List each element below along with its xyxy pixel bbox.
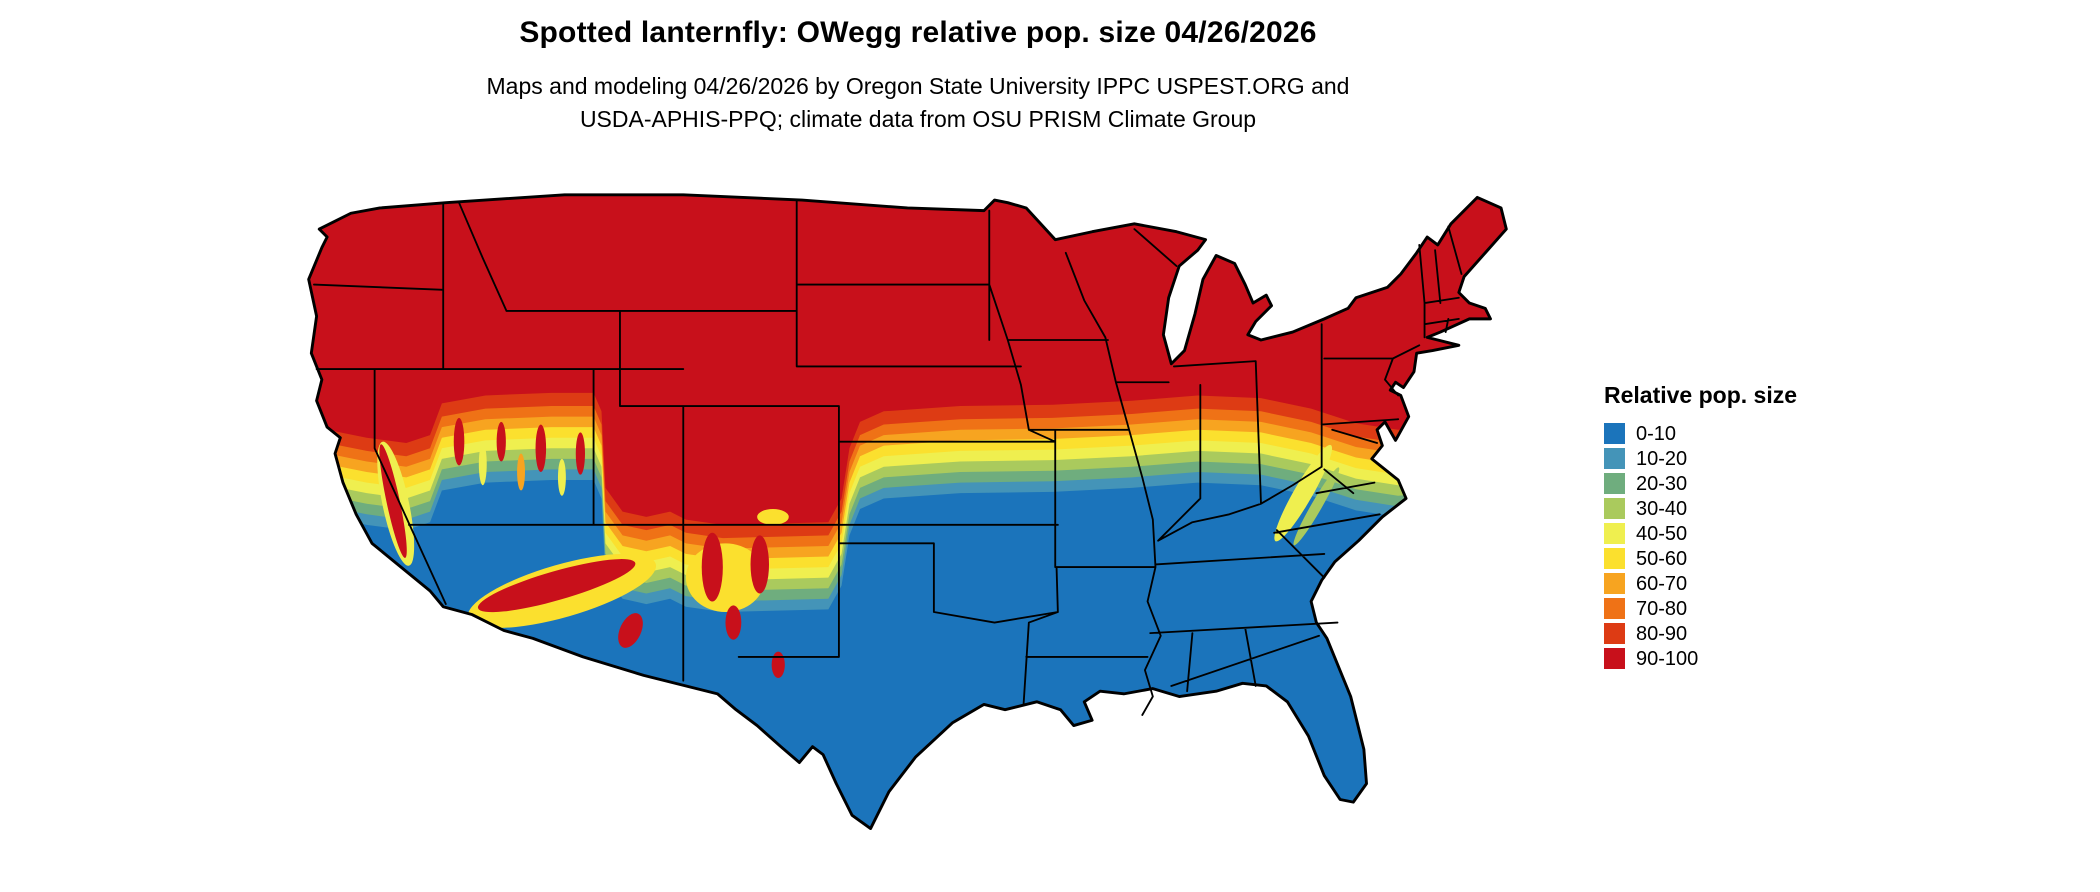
legend-item-50-60: 50-60	[1604, 546, 1797, 571]
legend-item-label: 50-60	[1636, 547, 1688, 570]
terrain-patch-newmexico-3	[725, 605, 742, 640]
legend-item-60-70: 60-70	[1604, 571, 1797, 596]
map-title: Spotted lanternfly: OWegg relative pop. …	[519, 16, 1317, 49]
terrain-patch-colorado	[757, 509, 789, 525]
terrain-patch-nevada-2	[478, 442, 487, 486]
terrain-patch-arizona-rim	[477, 559, 636, 613]
terrain-patch-westtexas	[771, 651, 785, 679]
legend-swatch	[1604, 523, 1625, 544]
map-subtitle-line1: Maps and modeling 04/26/2026 by Oregon S…	[486, 73, 1350, 99]
legend-swatch	[1604, 548, 1625, 569]
legend-swatch	[1604, 573, 1625, 594]
legend-swatch	[1604, 648, 1625, 669]
legend-item-label: 90-100	[1636, 647, 1699, 670]
terrain-patch-nevada-7	[575, 432, 586, 475]
terrain-patch-nevada-3	[496, 421, 506, 462]
us-outline	[307, 193, 1508, 830]
legend-swatch	[1604, 448, 1625, 469]
terrain-patch-nevada-4	[517, 453, 525, 491]
terrain-patch-newmexico-2	[750, 535, 770, 594]
us-map-container	[248, 171, 1567, 884]
legend-item-label: 0-10	[1636, 422, 1677, 445]
terrain-patch-arizona-se	[618, 613, 643, 648]
legend-item-70-80: 70-80	[1604, 596, 1797, 621]
terrain-patch-nevada-5	[535, 424, 547, 473]
legend-item-label: 30-40	[1636, 497, 1688, 520]
terrain-patch-nevada-6	[557, 458, 566, 496]
terrain-patch-newmexico-1	[701, 532, 723, 602]
us-map	[307, 193, 1508, 830]
legend-item-90-100: 90-100	[1604, 646, 1797, 671]
terrain-patch-nevada-1	[453, 417, 465, 466]
legend-item-label: 20-30	[1636, 472, 1688, 495]
legend-item-label: 70-80	[1636, 597, 1688, 620]
legend-item-label: 60-70	[1636, 572, 1688, 595]
legend-item-40-50: 40-50	[1604, 521, 1797, 546]
legend-title: Relative pop. size	[1604, 382, 1798, 408]
legend-swatch	[1604, 498, 1625, 519]
legend-item-0-10: 0-10	[1604, 421, 1797, 446]
legend-item-label: 10-20	[1636, 447, 1688, 470]
legend-item-30-40: 30-40	[1604, 496, 1797, 521]
map-subtitle-line2: USDA-APHIS-PPQ; climate data from OSU PR…	[579, 106, 1257, 133]
legend-items: 0-10 10-20 20-30 30-40 40-50 50-60 60-70 70-80 8…	[1604, 421, 1797, 671]
legend-item-10-20: 10-20	[1604, 446, 1797, 471]
state-borders	[313, 199, 1463, 716]
legend-swatch	[1604, 598, 1625, 619]
figure-header: Spotted lanternfly: OWegg relative pop. …	[248, 16, 1588, 137]
legend: Relative pop. size 0-10 10-20 20-30 30-40 40…	[1604, 382, 1797, 671]
legend-swatch	[1604, 623, 1625, 644]
legend-swatch	[1604, 423, 1625, 444]
legend-item-label: 80-90	[1636, 622, 1688, 645]
terrain-patch-appalachia-2	[1293, 467, 1340, 546]
legend-item-20-30: 20-30	[1604, 471, 1797, 496]
legend-item-80-90: 80-90	[1604, 621, 1797, 646]
legend-swatch	[1604, 473, 1625, 494]
legend-item-label: 40-50	[1636, 522, 1688, 545]
